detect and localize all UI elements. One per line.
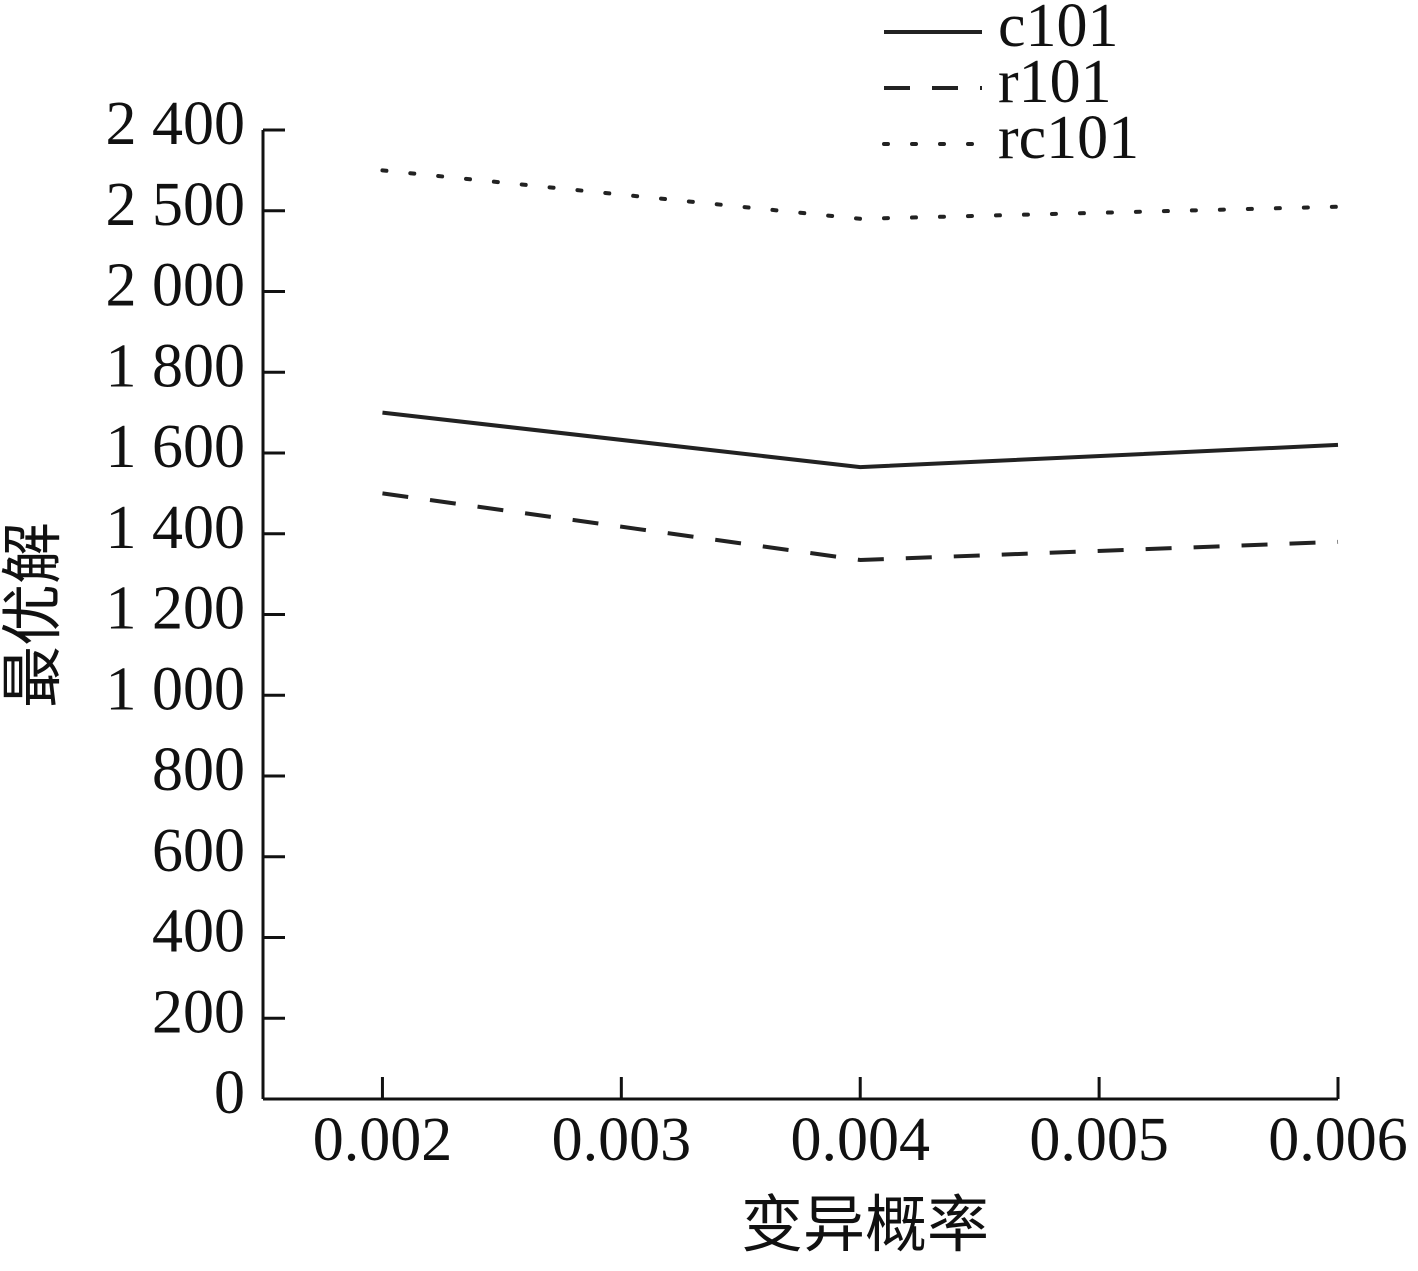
series-line — [382, 410, 1339, 470]
x-tick-label: 0.002 — [313, 1106, 453, 1174]
x-tick-label: 0.004 — [790, 1106, 930, 1174]
y-tick-label: 800 — [152, 736, 245, 804]
x-tick-label: 0.006 — [1268, 1106, 1408, 1174]
y-tick-label: 2 000 — [106, 252, 246, 320]
series-line — [382, 491, 1339, 562]
y-tick-label: 1 400 — [106, 494, 246, 562]
x-axis-label: 变异概率 — [741, 1192, 989, 1260]
x-tick-label: 0.003 — [552, 1106, 692, 1174]
legend-label: rc101 — [998, 104, 1139, 172]
y-axis-label: 最优解 — [0, 522, 68, 708]
y-tick-label: 0 — [214, 1059, 245, 1127]
y-tick-label: 600 — [152, 817, 245, 885]
y-tick-label: 1 000 — [106, 655, 246, 723]
x-tick-label: 0.005 — [1029, 1106, 1169, 1174]
legend-label: c101 — [998, 0, 1119, 60]
y-tick-label: 1 600 — [106, 413, 246, 481]
y-tick-label: 2 500 — [106, 171, 246, 239]
y-tick-label: 400 — [152, 898, 245, 966]
series-line — [380, 168, 1340, 221]
y-tick-label: 1 800 — [106, 332, 246, 400]
y-tick-label: 1 200 — [106, 575, 246, 643]
y-tick-label: 2 400 — [106, 90, 246, 158]
legend-label: r101 — [998, 48, 1112, 116]
y-tick-label: 200 — [152, 978, 245, 1046]
